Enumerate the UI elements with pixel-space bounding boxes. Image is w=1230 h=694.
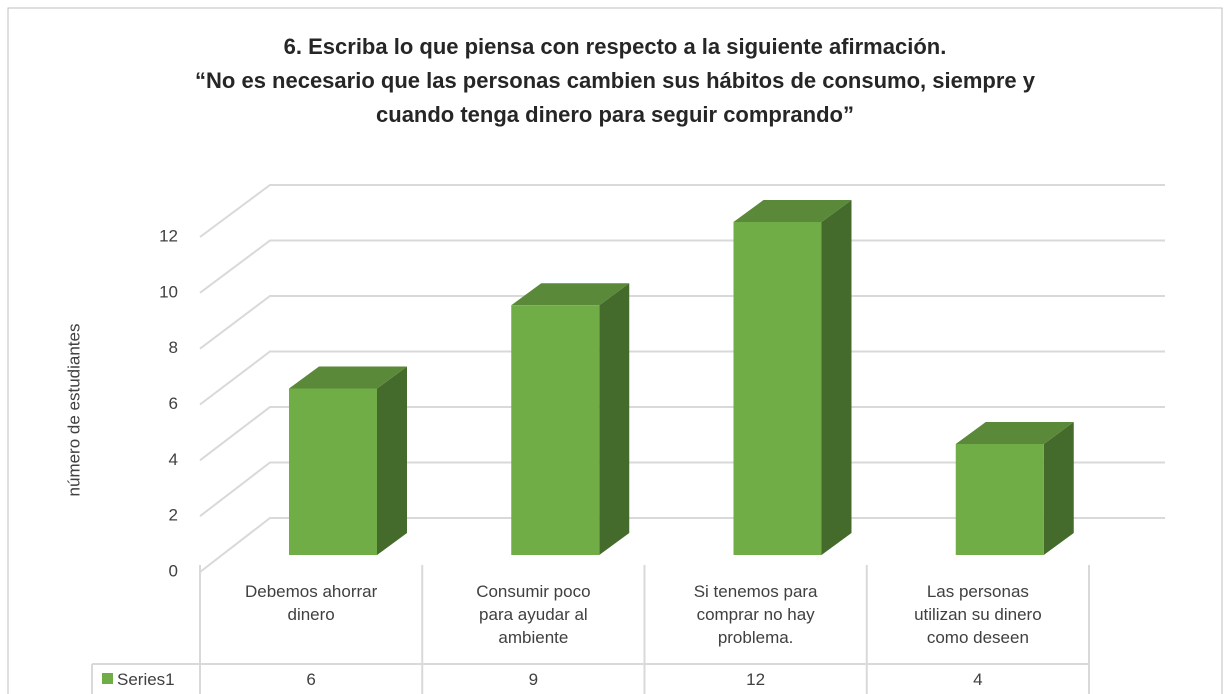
y-tick-label: 8 bbox=[169, 338, 178, 357]
bar bbox=[289, 366, 407, 555]
table-value: 4 bbox=[973, 670, 983, 689]
bar bbox=[511, 283, 630, 555]
grid-line bbox=[199, 350, 1165, 406]
grid-line bbox=[199, 461, 1165, 517]
bar bbox=[955, 422, 1074, 555]
table-value: 6 bbox=[306, 670, 316, 689]
x-tick-label: Debemos ahorrar dinero bbox=[244, 582, 378, 624]
y-tick-label: 10 bbox=[159, 282, 178, 301]
bar-front bbox=[733, 222, 822, 555]
bar-top bbox=[733, 200, 852, 222]
y-tick-label: 4 bbox=[169, 450, 178, 469]
bar-top bbox=[955, 422, 1074, 444]
bar-side bbox=[1043, 422, 1074, 555]
table-value: 12 bbox=[746, 670, 766, 689]
legend-swatch bbox=[102, 673, 113, 684]
legend-label: Series1 bbox=[117, 670, 175, 689]
grid-line bbox=[199, 295, 1165, 350]
bar-front bbox=[511, 305, 600, 555]
bar-side bbox=[821, 200, 852, 555]
grid-line bbox=[199, 184, 1165, 238]
x-tick-label: Consumir poco para ayudar al ambiente bbox=[476, 582, 591, 647]
chart-border bbox=[7, 7, 1223, 694]
y-tick-label: 12 bbox=[159, 226, 178, 245]
bar-top bbox=[289, 366, 407, 389]
y-tick-label: 2 bbox=[169, 506, 178, 525]
bar-front bbox=[289, 388, 377, 555]
grid-line bbox=[199, 239, 1165, 294]
x-tick-label: Si tenemos para comprar no hay problema. bbox=[693, 582, 818, 647]
bar-top bbox=[511, 283, 630, 306]
chart-title: 6. Escriba lo que piensa con respecto a … bbox=[195, 34, 1035, 127]
grid-line bbox=[199, 406, 1165, 462]
bar bbox=[733, 200, 852, 555]
bar-side bbox=[377, 366, 407, 555]
bar-side bbox=[599, 283, 630, 555]
y-tick-label: 0 bbox=[169, 561, 178, 580]
x-tick-label: Las personas utilizan su dinero como des… bbox=[914, 582, 1042, 647]
y-axis-label: número de estudiantes bbox=[64, 324, 83, 497]
bar-front bbox=[955, 444, 1044, 555]
grid-line bbox=[199, 517, 1165, 573]
table-value: 9 bbox=[528, 670, 539, 689]
y-tick-label: 6 bbox=[169, 394, 178, 413]
